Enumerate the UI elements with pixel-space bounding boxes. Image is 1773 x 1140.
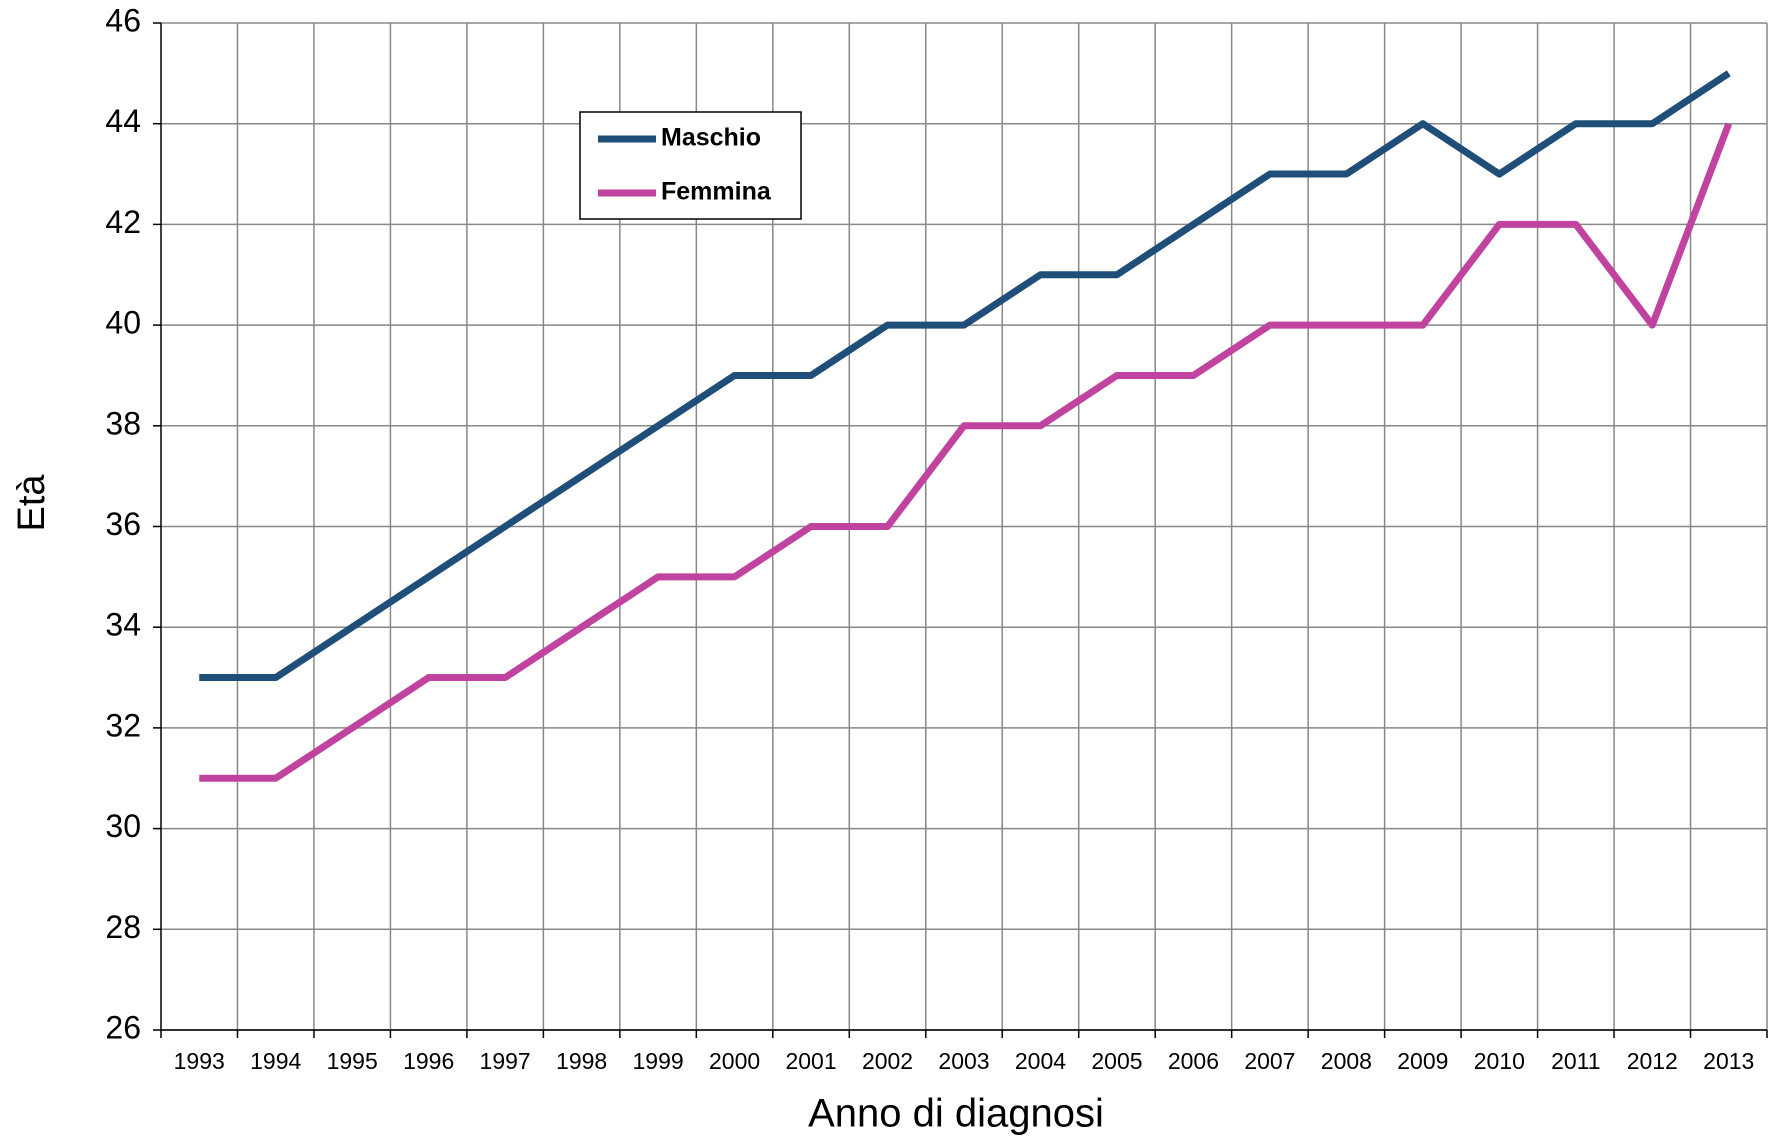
x-tick-label: 2004 — [1015, 1048, 1066, 1074]
x-tick-label: 2010 — [1474, 1048, 1525, 1074]
x-tick-label: 2000 — [709, 1048, 760, 1074]
x-axis-title: Anno di diagnosi — [808, 1092, 1104, 1136]
x-tick-label: 2006 — [1168, 1048, 1219, 1074]
x-tick-label: 1994 — [250, 1048, 301, 1074]
x-tick-label: 2005 — [1091, 1048, 1142, 1074]
y-tick-label: 30 — [105, 808, 141, 844]
y-tick-label: 32 — [105, 707, 141, 743]
x-tick-label: 2007 — [1244, 1048, 1295, 1074]
y-tick-label: 42 — [105, 204, 141, 240]
y-tick-label: 36 — [105, 506, 141, 542]
y-axis-title: Età — [11, 474, 53, 532]
x-tick-label: 2008 — [1321, 1048, 1372, 1074]
y-tick-label: 26 — [105, 1009, 141, 1045]
series-line — [199, 70, 1731, 682]
series-line — [199, 122, 1733, 782]
x-tick-label: 1995 — [327, 1048, 378, 1074]
x-tick-label: 1993 — [174, 1048, 225, 1074]
x-tick-label: 2001 — [785, 1048, 836, 1074]
y-tick-label: 34 — [105, 607, 141, 643]
y-tick-label: 40 — [105, 305, 141, 341]
x-tick-label: 1998 — [556, 1048, 607, 1074]
y-tick-label: 28 — [105, 909, 141, 945]
y-tick-label: 46 — [105, 2, 141, 38]
x-tick-label: 2002 — [862, 1048, 913, 1074]
x-tick-label: 2003 — [938, 1048, 989, 1074]
x-tick-label: 1996 — [403, 1048, 454, 1074]
x-tick-label: 1997 — [480, 1048, 531, 1074]
x-tick-label: 2009 — [1397, 1048, 1448, 1074]
x-tick-label: 2013 — [1703, 1048, 1754, 1074]
x-tick-label: 1999 — [633, 1048, 684, 1074]
x-tick-label: 2011 — [1551, 1048, 1600, 1074]
y-tick-label: 38 — [105, 405, 141, 441]
legend-box — [579, 111, 802, 220]
legend-label: Femmina — [661, 178, 772, 206]
y-tick-label: 44 — [105, 103, 141, 139]
x-tick-label: 2012 — [1627, 1048, 1678, 1074]
legend-label: Maschio — [661, 124, 761, 152]
